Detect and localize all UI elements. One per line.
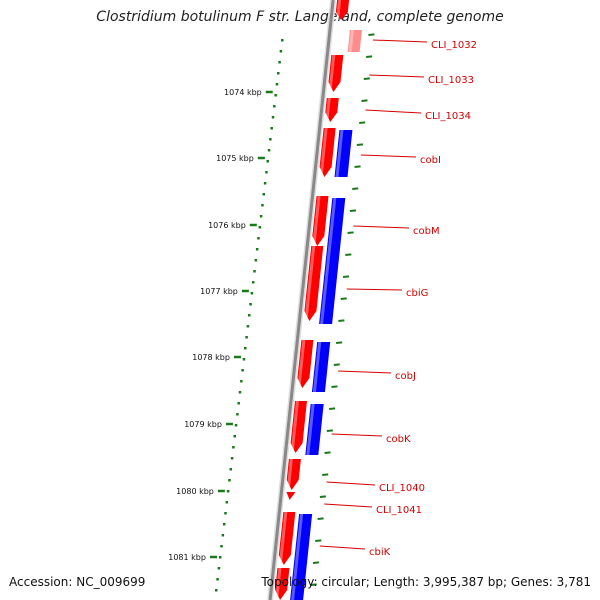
faded-gene-block	[347, 30, 362, 52]
forward-gene-arrow	[312, 196, 329, 246]
forward-gene-arrow	[278, 512, 296, 565]
reverse-gene-block	[311, 342, 331, 392]
reverse-gene-block	[290, 514, 313, 600]
gene-leader-line	[324, 503, 373, 508]
gene-label[interactable]: CLI_1040	[379, 483, 425, 494]
gene-leader-line	[369, 74, 425, 78]
gene-leader-line	[353, 225, 410, 229]
genome-backbone	[267, 0, 337, 600]
kbp-label: 1081 kbp	[168, 553, 206, 562]
gene-label[interactable]: cobJ	[395, 371, 416, 382]
gene-label[interactable]: cobM	[413, 226, 440, 237]
gene-label[interactable]: cobK	[386, 434, 411, 445]
accession-text: Accession: NC_009699	[9, 575, 146, 589]
reverse-gene-block	[319, 198, 346, 324]
forward-gene-arrow	[335, 0, 350, 20]
gene-leader-line	[360, 154, 417, 158]
reverse-gene-block	[334, 130, 353, 177]
forward-gene-arrow	[304, 246, 324, 321]
topology-text: Topology: circular; Length: 3,995,387 bp…	[261, 575, 591, 589]
gene-label[interactable]: CLI_1034	[425, 111, 471, 122]
gene-leader-line	[372, 39, 428, 43]
gene-label[interactable]: cobI	[420, 155, 441, 166]
genome-title: Clostridium botulinum F str. Langeland, …	[96, 9, 504, 25]
gene-labels: CLI_1032 CLI_1033 CLI_1034 cobI cobM cbiG cobJ…	[319, 39, 477, 558]
forward-gene-arrow	[286, 459, 301, 490]
gene-label[interactable]: cbiK	[369, 547, 391, 558]
kbp-label: 1079 kbp	[184, 420, 222, 429]
forward-gene-arrow	[325, 98, 339, 122]
gene-leader-line	[346, 288, 403, 291]
kbp-label: 1080 kbp	[176, 487, 214, 496]
gene-leader-line	[338, 370, 392, 374]
kbp-label: 1077 kbp	[200, 287, 238, 296]
forward-gene-arrow	[275, 568, 290, 600]
kbp-label: 1075 kbp	[216, 154, 254, 163]
gene-label[interactable]: CLI_1041	[376, 505, 422, 516]
gene-leader-line	[331, 433, 383, 437]
reverse-gene-block	[305, 404, 324, 455]
gene-label[interactable]: CLI_1033	[428, 75, 474, 86]
forward-gene-arrow	[290, 401, 307, 453]
forward-gene-arrow	[297, 340, 314, 388]
forward-gene-arrow	[319, 128, 336, 177]
gene-fragment	[286, 492, 296, 500]
kbp-label: 1076 kbp	[208, 221, 246, 230]
kbp-label: 1074 kbp	[224, 88, 262, 97]
gene-leader-line	[365, 109, 422, 114]
tick-track: 1074 kbp 1075 kbp 1076 kbp 1077 kbp 1078 kbp…	[168, 33, 375, 592]
gene-label[interactable]: CLI_1032	[431, 40, 477, 51]
gene-leader-line	[319, 545, 366, 550]
forward-gene-arrow	[328, 55, 344, 92]
gene-track	[275, 0, 362, 600]
gene-leader-line	[326, 481, 376, 486]
kbp-label: 1078 kbp	[192, 353, 230, 362]
gene-label[interactable]: cbiG	[406, 288, 428, 299]
